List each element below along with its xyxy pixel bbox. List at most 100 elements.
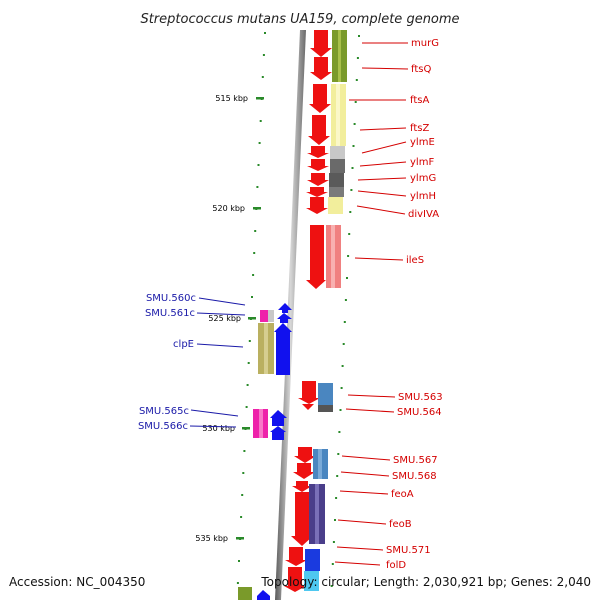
gene-arrow-SMU567[interactable] (294, 447, 316, 463)
ruler-dot (243, 450, 246, 452)
ruler-dot (356, 57, 359, 59)
gene-arrow-divIVA[interactable] (306, 197, 328, 214)
gene-arrow-ileS[interactable] (306, 225, 326, 289)
gene-label-ylmF[interactable]: ylmF (410, 157, 434, 168)
feature-highlight (264, 323, 268, 374)
gene-arrow-ylmE[interactable] (307, 146, 329, 158)
gene-label-SMU571[interactable]: SMU.571 (386, 545, 431, 556)
feature-SMU560c[interactable] (260, 310, 268, 322)
ruler-dot (340, 387, 343, 389)
gene-arrow-ylmG[interactable] (307, 173, 329, 186)
gene-label-SMU561c[interactable]: SMU.561c (145, 308, 195, 319)
gene-label-SMU564[interactable]: SMU.564 (397, 407, 442, 418)
ruler-dot (346, 277, 348, 279)
ruler-dot (256, 186, 259, 188)
ruler-dot (261, 76, 264, 78)
ruler-dot (331, 563, 334, 565)
gene-arrow-folD[interactable] (284, 567, 306, 592)
ruler-dot (332, 541, 335, 543)
ruler-dot (349, 211, 352, 213)
feature-folD[interactable] (304, 571, 319, 591)
ruler-dot (258, 142, 261, 144)
ruler-dot (355, 79, 358, 81)
forward-gene-labels: murG ftsQ ftsA ftsZ ylmE ylmF ylmG ylmH … (386, 38, 443, 571)
gene-label-feoA[interactable]: feoA (391, 489, 414, 500)
genome-backbone (275, 30, 306, 600)
accession-text: Accession: NC_004350 (9, 575, 145, 589)
ruler-dot (252, 274, 255, 276)
ruler-dot (335, 497, 338, 499)
gene-label-ileS[interactable]: ileS (406, 255, 424, 266)
gene-arrow-ftsA[interactable] (309, 84, 331, 113)
gene-arrow-murG[interactable] (310, 30, 332, 57)
gene-arrow-SMU563[interactable] (298, 381, 320, 404)
feature-ylmE[interactable] (330, 146, 345, 159)
gene-arrow-SMU561c[interactable] (277, 313, 292, 323)
gene-arrow-ftsQ[interactable] (310, 57, 332, 80)
ruler-dot (347, 255, 350, 257)
ruler-dot (354, 101, 357, 103)
reverse-genes (238, 303, 292, 600)
gene-label-SMU563[interactable]: SMU.563 (398, 392, 443, 403)
tick-515: 515 kbp (215, 94, 264, 103)
gene-label-ftsQ[interactable]: ftsQ (411, 64, 431, 75)
feature-SMU564[interactable] (318, 405, 333, 412)
gene-arrow-SMU568[interactable] (293, 463, 315, 479)
gene-label-clpE[interactable]: clpE (173, 339, 194, 350)
gene-label-ylmH[interactable]: ylmH (410, 191, 436, 202)
gene-arrow-feoB[interactable] (291, 492, 313, 546)
gene-label-ylmG[interactable]: ylmG (410, 173, 436, 184)
gene-arrow-feoA[interactable] (292, 481, 312, 492)
gene-arrow-SMU564[interactable] (302, 404, 314, 410)
ruler-dot (343, 321, 346, 323)
gene-arrow-partial-bottom (257, 590, 270, 600)
gene-label-SMU560c[interactable]: SMU.560c (146, 293, 196, 304)
ruler-dot (257, 164, 260, 166)
gene-arrow-ylmH[interactable] (306, 187, 328, 197)
ruler-dot (358, 35, 360, 37)
gene-label-divIVA[interactable]: divIVA (408, 209, 439, 220)
gene-label-murG[interactable]: murG (411, 38, 439, 49)
gene-arrow-ftsZ[interactable] (308, 115, 330, 145)
ruler-dot (245, 406, 248, 408)
ruler-dot (246, 384, 249, 386)
feature-ylmF[interactable] (330, 159, 345, 173)
ruler-dot (342, 343, 345, 345)
ruler-dot (262, 54, 265, 56)
gene-label-SMU566c[interactable]: SMU.566c (138, 421, 188, 432)
gene-label-SMU567[interactable]: SMU.567 (393, 455, 438, 466)
gene-arrow-ylmF[interactable] (307, 159, 329, 171)
gene-arrow-SMU566c[interactable] (270, 426, 286, 440)
gene-label-folD[interactable]: folD (386, 560, 406, 571)
feature-highlight (268, 310, 274, 322)
ruler-dot (348, 233, 351, 235)
gene-label-ftsZ[interactable]: ftsZ (410, 123, 429, 134)
tick-label: 515 kbp (215, 94, 248, 103)
gene-label-ftsA[interactable]: ftsA (410, 95, 429, 106)
feature-ylmH[interactable] (329, 187, 344, 197)
feature-SMU563[interactable] (318, 383, 333, 405)
feature-highlight (331, 225, 335, 288)
ruler-dot (254, 230, 257, 232)
gene-arrow-SMU571[interactable] (285, 547, 307, 566)
gene-arrow-SMU560c[interactable] (278, 303, 292, 313)
gene-arrow-SMU565c[interactable] (270, 410, 287, 426)
tick-535: 535 kbp (195, 534, 244, 543)
feature-divIVA[interactable] (328, 197, 343, 214)
gene-label-feoB[interactable]: feoB (389, 519, 412, 530)
gene-label-ylmE[interactable]: ylmE (410, 137, 435, 148)
feature-SMU571[interactable] (305, 549, 320, 571)
tick-530: 530 kbp (202, 424, 250, 433)
tick-label: 525 kbp (208, 314, 241, 323)
ruler-dot (247, 362, 250, 364)
tick-label: 530 kbp (202, 424, 235, 433)
gene-label-SMU568[interactable]: SMU.568 (392, 471, 437, 482)
feature-highlight (336, 84, 340, 146)
ruler-dot (241, 494, 244, 496)
gene-label-SMU565c[interactable]: SMU.565c (139, 406, 189, 417)
ruler-dot (338, 431, 341, 433)
feature-partial-bottom (238, 587, 252, 600)
feature-ylmG[interactable] (329, 173, 344, 187)
gene-arrow-clpE[interactable] (274, 323, 292, 375)
